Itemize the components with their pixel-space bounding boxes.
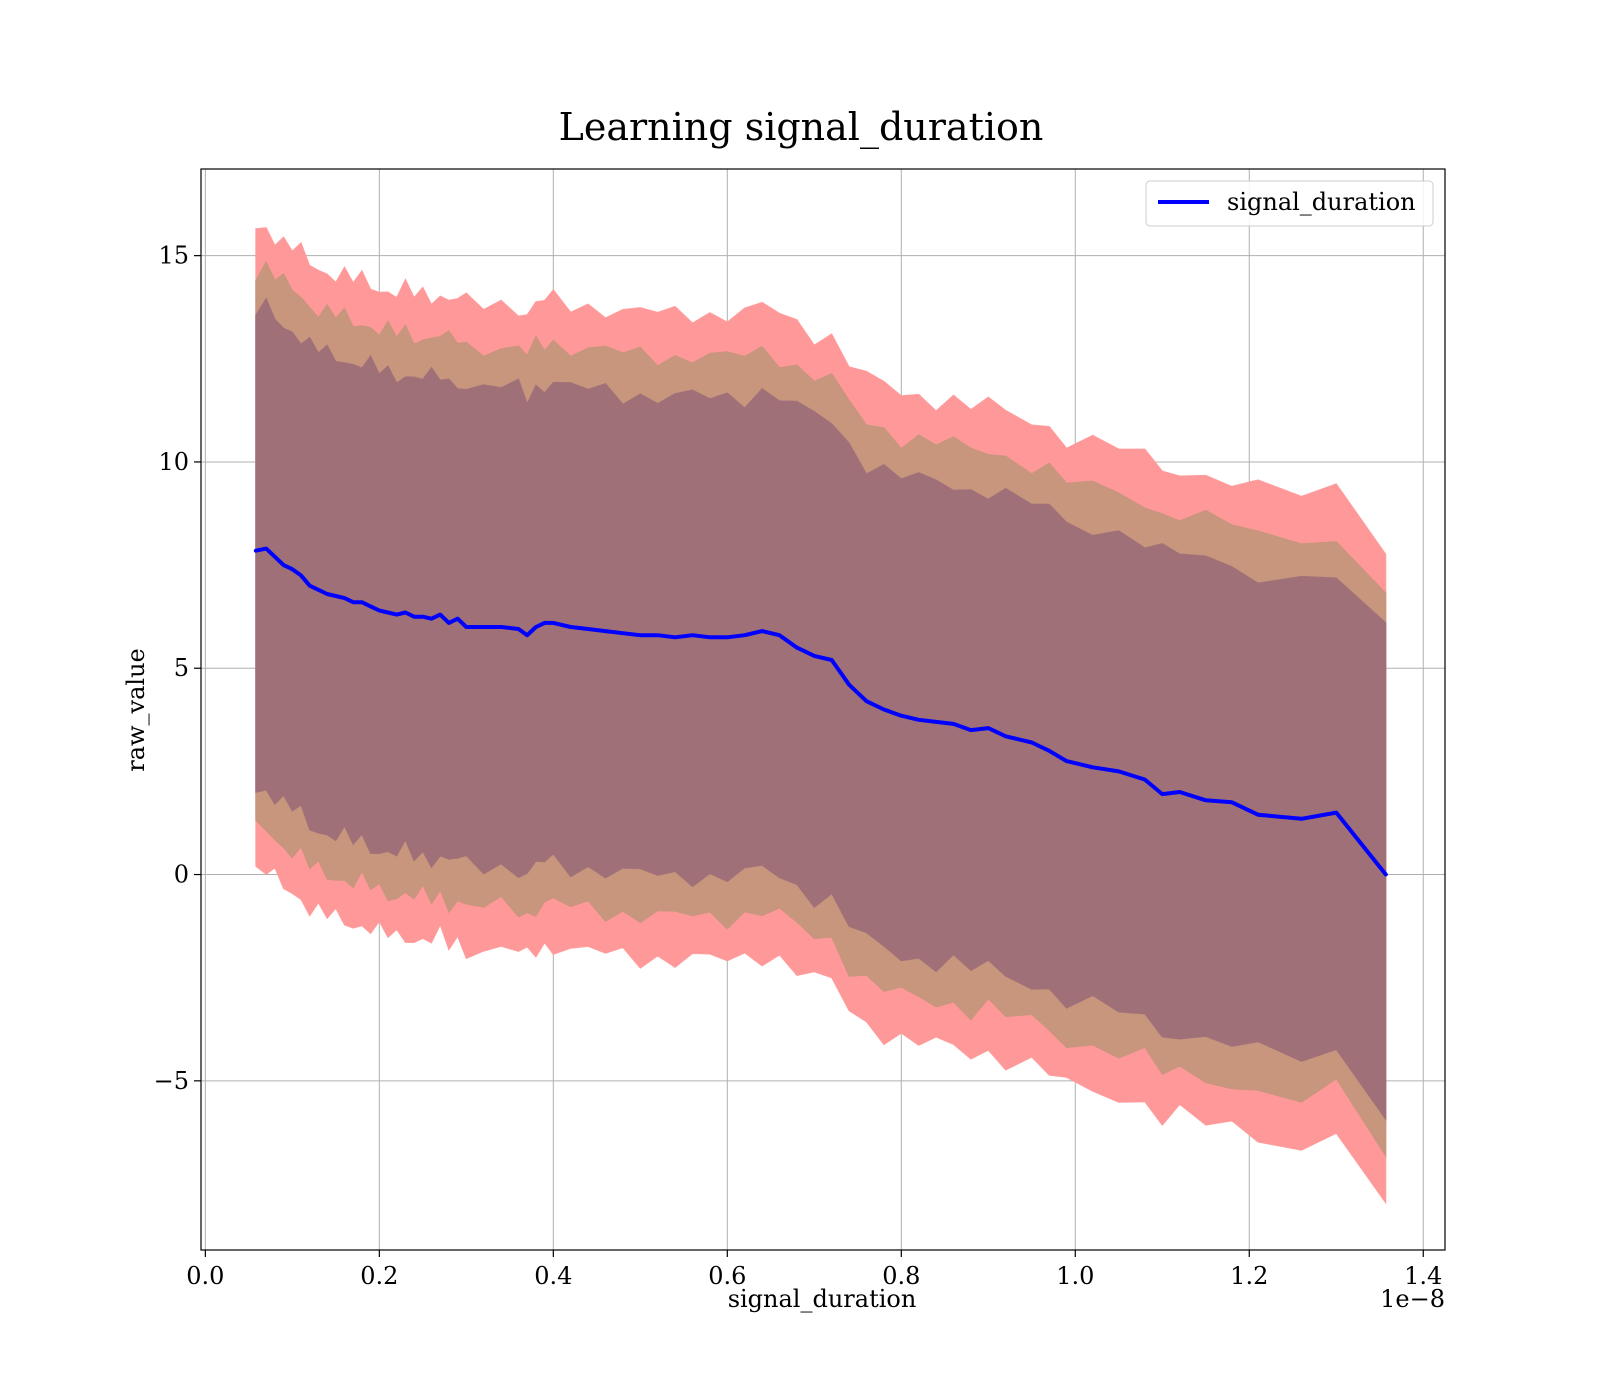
x-axis-ticks: 0.0 0.2 0.4 0.6 0.8 1.0 1.2 1.4 (186, 1250, 1442, 1290)
y-axis-label: raw_value (122, 648, 150, 772)
x-tick-label: 0.0 (186, 1262, 224, 1290)
x-axis-offset-label: 1e−8 (1380, 1285, 1445, 1313)
chart-title: Learning signal_duration (559, 105, 1044, 150)
plot-frame (200, 168, 1446, 1251)
band-inner (255, 297, 1387, 1121)
x-tick-label: 1.4 (1404, 1262, 1442, 1290)
y-tick-label: 5 (174, 654, 189, 682)
y-tick-label: 0 (174, 861, 189, 889)
x-tick-label: 1.0 (1056, 1262, 1094, 1290)
x-tick-label: 1.2 (1230, 1262, 1268, 1290)
x-tick-label: 0.2 (360, 1262, 398, 1290)
legend: signal_duration (1145, 180, 1434, 227)
confidence-bands (255, 227, 1387, 1205)
series-lines (253, 546, 1388, 877)
series-line-signal-duration (253, 546, 1388, 877)
legend-label: signal_duration (1227, 188, 1416, 216)
legend-box (1145, 180, 1434, 227)
x-axis-label: signal_duration (728, 1285, 917, 1313)
y-tick-label: 10 (158, 448, 189, 476)
y-axis-ticks: −5 0 5 10 15 (154, 242, 201, 1095)
y-tick-label: −5 (154, 1067, 189, 1095)
x-tick-label: 0.4 (534, 1262, 572, 1290)
x-tick-label: 0.8 (882, 1262, 920, 1290)
y-tick-label: 15 (158, 242, 189, 270)
x-tick-label: 0.6 (708, 1262, 746, 1290)
